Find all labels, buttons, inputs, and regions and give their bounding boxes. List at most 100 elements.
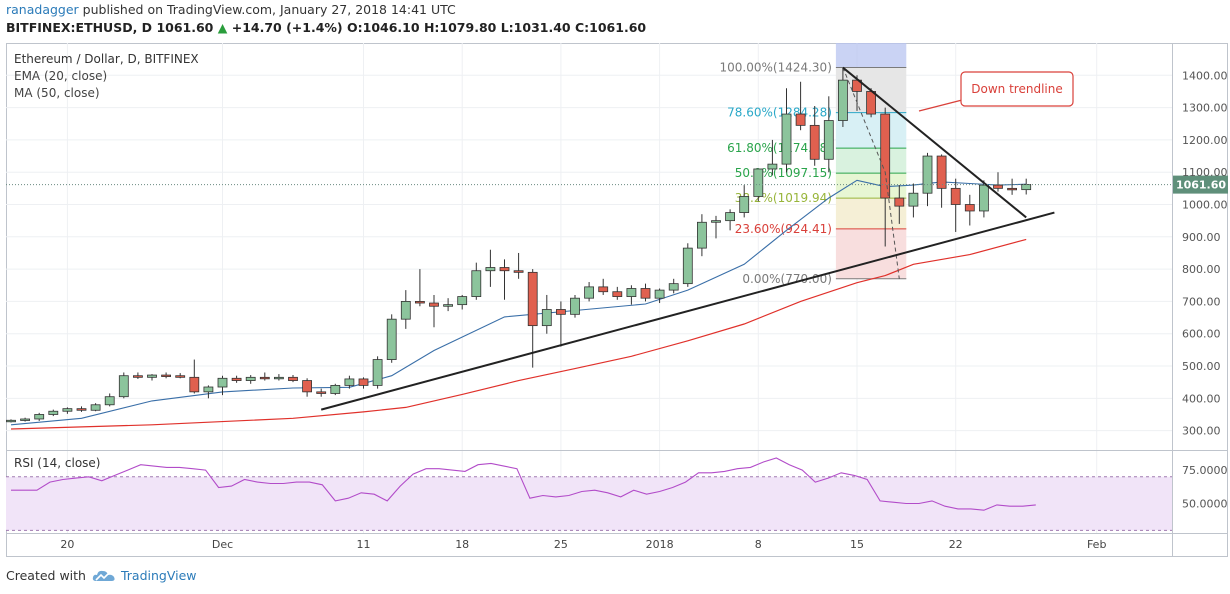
candle-up (626, 288, 637, 297)
tradingview-brand-label: TradingView (120, 568, 197, 583)
candle-up (823, 120, 834, 160)
time-tick-label: Feb (1087, 538, 1106, 551)
candle-up (838, 79, 848, 121)
candle-down (950, 187, 961, 205)
price-tick-label: 1300.00 (1182, 102, 1228, 115)
candle-up (62, 408, 73, 412)
price-tick-label: 900.00 (1182, 231, 1221, 244)
candle-up (570, 297, 580, 315)
candle-down (527, 271, 538, 327)
time-tick-label: 20 (60, 538, 74, 551)
candle-down (161, 374, 172, 377)
price-tick-label: 1100.00 (1182, 166, 1228, 179)
candle-up (908, 192, 919, 207)
candle-down (880, 113, 891, 199)
fib-level-label: 38.2%(1019.94) (735, 191, 832, 205)
candle-up (20, 418, 31, 421)
fib-zone (835, 228, 907, 279)
time-tick-label: 15 (850, 538, 864, 551)
candle-up (372, 359, 383, 386)
time-tick-label: 25 (554, 538, 568, 551)
candle-up (90, 404, 101, 411)
rsi-title: RSI (14, close) (14, 456, 100, 470)
candle-down (964, 204, 975, 212)
open-value: 1046.10 (362, 20, 420, 35)
candle-up (1021, 184, 1032, 191)
candle-up (697, 221, 707, 249)
close-value: 1061.60 (589, 20, 647, 35)
candle-up (725, 212, 735, 222)
price-change: +14.70 (+1.4%) (231, 20, 343, 35)
price-tick-label: 800.00 (1182, 263, 1221, 276)
trendline-up (320, 211, 1055, 411)
candle-up (118, 375, 129, 398)
candle-up (386, 318, 397, 360)
candle-up (147, 374, 157, 378)
candle-up (485, 267, 496, 272)
symbol-label: BITFINEX:ETHUSD, D (6, 20, 153, 35)
fib-level-label: 61.80%(1174.38) (727, 141, 832, 155)
candle-up (541, 309, 552, 327)
price-chart-svg[interactable]: 100.00%(1424.30) 78.60%(1284.28) 61.80%(11… (6, 43, 1228, 557)
open-label: O: (347, 20, 363, 35)
indicator-label: EMA (20, close) (14, 69, 107, 83)
fib-level-label: 78.60%(1284.28) (727, 106, 832, 120)
tradingview-brand-link[interactable]: TradingView (92, 568, 197, 583)
indicator-label: MA (50, close) (14, 86, 100, 100)
close-label: C: (574, 20, 590, 35)
price-axis: 1400.00 1300.00 1200.00 1100.00 1000.00 900.0… (1182, 69, 1228, 437)
change-up-icon: ▲ (217, 20, 228, 35)
candle-up (922, 155, 933, 194)
candle-up (979, 184, 989, 212)
annotation-callout: Down trendline (918, 71, 1074, 112)
rsi-tick-label: 50.0000 (1182, 498, 1228, 511)
candle-up (711, 220, 721, 223)
candle-down (1007, 187, 1017, 191)
author-link[interactable]: ranadagger (6, 2, 79, 17)
candle-up (471, 270, 482, 297)
publish-line: ranadagger published on TradingView.com,… (6, 2, 456, 17)
candle-down (866, 91, 876, 115)
candle-down (288, 376, 298, 381)
candle-down (414, 301, 425, 304)
time-tick-label: 2018 (646, 538, 674, 551)
price-tick-label: 1200.00 (1182, 134, 1228, 147)
time-tick-label: 22 (949, 538, 963, 551)
fib-level-label: 50.0%(1097.15) (735, 166, 832, 180)
fib-level-label: 100.00%(1424.30) (720, 60, 832, 74)
candle-up (203, 386, 214, 393)
rsi-line (11, 457, 1036, 511)
callout-text: Down trendline (971, 82, 1062, 96)
fib-level-label: 0.00%(770.00) (742, 272, 831, 286)
price-tick-label: 500.00 (1182, 360, 1221, 373)
candle-up (781, 113, 792, 165)
candle-down (993, 184, 1003, 189)
last-price-marker (1173, 175, 1228, 194)
candle-up (34, 414, 45, 420)
high-value: 1079.80 (439, 20, 497, 35)
ohlc-line: BITFINEX:ETHUSD, D 1061.60 ▲ +14.70 (+1.… (6, 20, 646, 35)
candle-down (795, 113, 806, 126)
low-value: 1031.40 (513, 20, 571, 35)
candle-up (6, 419, 16, 423)
candle-down (612, 291, 623, 297)
legend: Ethereum / Dollar, D, BITFINEX EMA (20, c… (14, 52, 199, 100)
candle-down (259, 376, 270, 380)
candle-up (330, 384, 341, 394)
candle-up (245, 376, 256, 381)
price-tick-label: 700.00 (1182, 295, 1221, 308)
candle-up (654, 289, 665, 299)
chart-area[interactable]: 100.00%(1424.30) 78.60%(1284.28) 61.80%(11… (6, 43, 1228, 557)
time-tick-label: 18 (455, 538, 469, 551)
candle-down (316, 391, 327, 394)
fib-zone (835, 148, 907, 174)
price-tick-label: 400.00 (1182, 392, 1221, 405)
time-axis: 20 Dec 11 18 25 2018 8 15 22 Feb (60, 538, 1106, 551)
candle-down (76, 408, 87, 411)
price-tick-label: 1000.00 (1182, 199, 1228, 212)
ma50-line (10, 238, 1027, 430)
candle-up (668, 283, 679, 291)
trendline-down (842, 66, 1027, 219)
footer: Created with TradingView (6, 568, 197, 583)
candle-down (175, 375, 186, 378)
